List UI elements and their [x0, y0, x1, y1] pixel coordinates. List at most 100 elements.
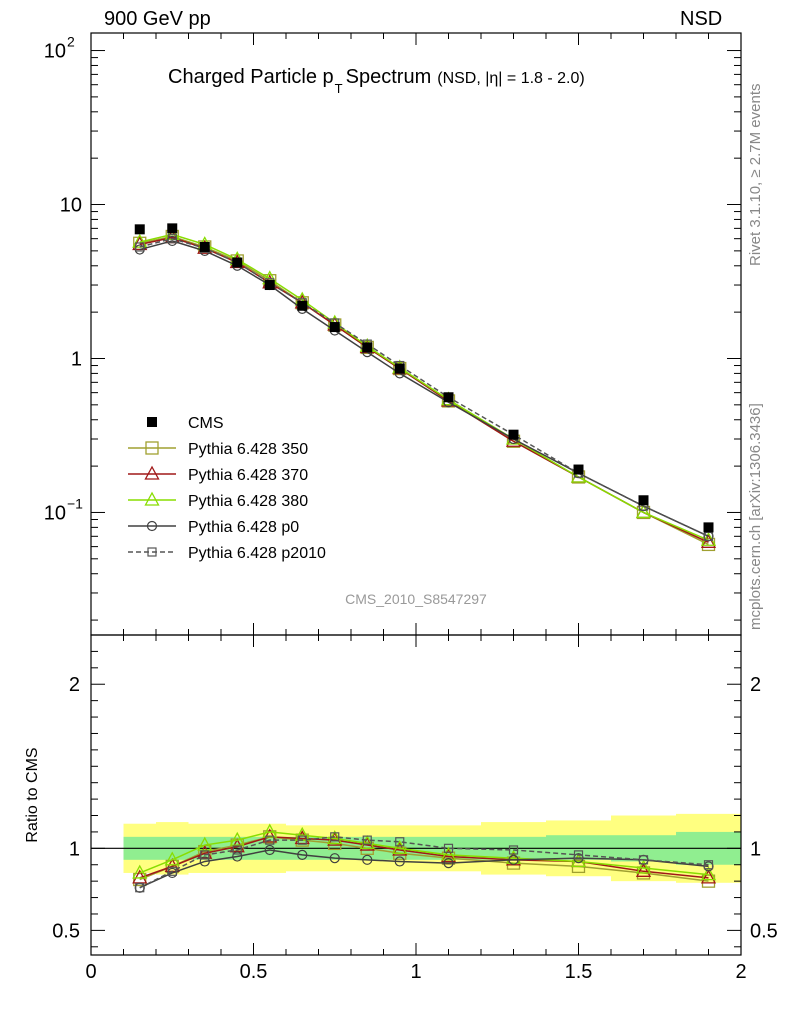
- legend-marker: [147, 547, 157, 557]
- ratio-point: [294, 830, 310, 845]
- legend-marker: [144, 465, 160, 480]
- cms-data-point: [443, 392, 454, 403]
- x-tick-label: 0.5: [240, 961, 268, 983]
- ratio-point: [392, 839, 408, 854]
- legend-marker: [146, 520, 158, 532]
- cms-data-point: [232, 257, 243, 268]
- ratio-point: [395, 837, 405, 847]
- ratio-point: [135, 883, 145, 893]
- ratio-point: [167, 866, 177, 876]
- header-energy-label: 900 GeV pp: [104, 8, 211, 30]
- series-point: [167, 234, 177, 244]
- ratio-point: [132, 864, 148, 879]
- cms-data-point: [508, 429, 519, 440]
- cms-data-point: [329, 322, 340, 333]
- ratio-point: [573, 850, 584, 860]
- cms-data-point: [703, 522, 714, 533]
- legend-label: Pythia 6.428 p2010: [188, 545, 326, 562]
- x-tick-label: 2: [735, 961, 746, 983]
- ratio-point: [232, 851, 243, 862]
- legend-label: CMS: [188, 415, 224, 432]
- x-axis-ticks: 0 0.5 1 1.5 2: [85, 33, 747, 983]
- main-panel-series: [132, 223, 717, 552]
- ratio-point: [330, 832, 340, 842]
- cms-data-point: [297, 300, 308, 311]
- ratio-point: [262, 823, 278, 838]
- cms-data-point: [362, 342, 373, 353]
- legend-label: Pythia 6.428 p0: [188, 519, 299, 536]
- ratio-panel-series: [132, 823, 717, 893]
- ratio-point: [164, 851, 180, 866]
- cms-data-point: [199, 241, 210, 252]
- title-text: Charged Particle p: [168, 66, 334, 88]
- ratio-panel-frame: [90, 634, 742, 956]
- title-selection: (NSD, |η| = 1.8 - 2.0): [437, 70, 584, 87]
- cms-data-point: [394, 363, 405, 374]
- y-tick-label: 10: [44, 502, 66, 524]
- ratio-point: [229, 831, 245, 846]
- legend-marker: [147, 417, 157, 427]
- cms-data-point: [573, 464, 584, 475]
- ratio-y-tick-label-right: 1: [750, 838, 761, 860]
- y-tick-exponent: −1: [67, 495, 83, 511]
- ratio-line: [139, 831, 709, 876]
- ratio-point: [329, 853, 340, 864]
- x-tick-label: 1.5: [565, 961, 593, 983]
- ratio-point: [703, 860, 714, 870]
- ratio-point: [635, 862, 652, 877]
- cms-data-point: [167, 223, 178, 234]
- title-text-2: Spectrum: [346, 66, 432, 88]
- ratio-point: [362, 835, 372, 845]
- analysis-id-label: CMS_2010_S8547297: [345, 591, 487, 607]
- ratio-point: [197, 836, 213, 851]
- ratio-point: [200, 850, 210, 860]
- ratio-y-axis: 0.5 0.5 1 1 2 2 Ratio to CMS: [24, 650, 778, 948]
- series-point: [700, 533, 717, 548]
- ratio-point: [197, 844, 213, 859]
- legend-label: Pythia 6.428 370: [188, 467, 308, 484]
- series-line: [139, 237, 709, 537]
- ratio-point: [232, 845, 242, 855]
- series-point: [135, 242, 145, 252]
- ratio-axis-label: Ratio to CMS: [24, 747, 41, 842]
- mcplots-credit-label: mcplots.cern.ch [arXiv:1306.3436]: [747, 403, 764, 630]
- series-point: [635, 504, 652, 519]
- ratio-point: [508, 845, 519, 855]
- cms-data-point: [134, 224, 145, 235]
- y-tick-label: 10: [44, 41, 66, 63]
- ratio-point: [700, 866, 717, 881]
- legend-label: Pythia 6.428 350: [188, 441, 308, 458]
- legend: CMS Pythia 6.428 350 Pythia 6.428 370 Pythi…: [128, 415, 326, 562]
- ratio-point: [297, 849, 308, 860]
- ratio-point: [265, 835, 275, 845]
- ratio-point: [508, 854, 519, 865]
- ratio-point: [359, 835, 375, 850]
- legend-label: Pythia 6.428 380: [188, 493, 308, 510]
- ratio-point: [264, 844, 275, 856]
- ratio-point: [570, 853, 587, 868]
- x-tick-label: 0: [85, 961, 96, 983]
- ratio-point: [297, 835, 307, 845]
- ratio-point: [440, 846, 457, 861]
- ratio-point: [635, 859, 652, 874]
- title-subscript: T: [335, 81, 343, 96]
- ratio-point: [199, 856, 210, 867]
- ratio-point: [443, 858, 454, 869]
- ratio-y-tick-label-right: 2: [750, 674, 761, 696]
- chart-title: Charged Particle pT Spectrum (NSD, |η| = …: [168, 66, 585, 96]
- x-tick-label: 1: [410, 961, 421, 983]
- y-tick-label: 1: [71, 348, 82, 370]
- legend-marker: [144, 491, 160, 506]
- ratio-point: [133, 872, 147, 887]
- series-point: [132, 233, 148, 248]
- y-tick-exponent: 2: [67, 34, 75, 50]
- ratio-point: [700, 869, 717, 884]
- ratio-y-tick-label-left: 2: [69, 674, 80, 696]
- ratio-point: [394, 856, 405, 867]
- ratio-point: [362, 854, 373, 865]
- ratio-point: [638, 855, 649, 865]
- ratio-point: [443, 843, 454, 853]
- ratio-line: [139, 849, 709, 889]
